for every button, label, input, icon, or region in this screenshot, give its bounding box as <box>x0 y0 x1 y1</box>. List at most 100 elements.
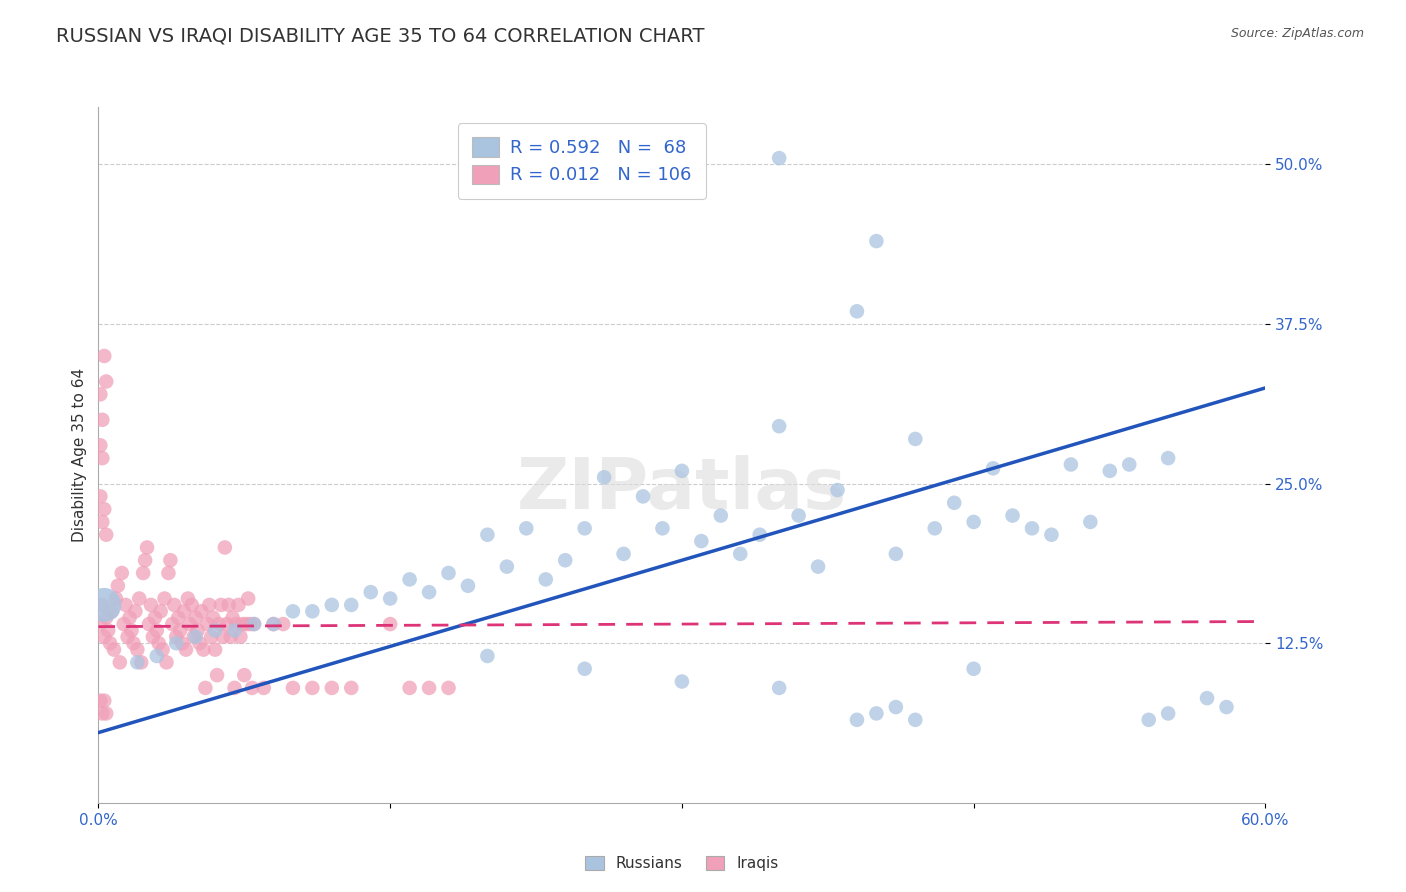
Point <box>121 624 143 638</box>
Point <box>846 713 869 727</box>
Point <box>710 508 733 523</box>
Point <box>122 636 145 650</box>
Point <box>174 642 197 657</box>
Point <box>1157 451 1180 466</box>
Point <box>574 521 596 535</box>
Point <box>281 604 304 618</box>
Point <box>188 636 211 650</box>
Point <box>321 681 343 695</box>
Point <box>103 642 125 657</box>
Point <box>153 591 176 606</box>
Point <box>136 541 159 555</box>
Legend: Russians, Iraqis: Russians, Iraqis <box>578 848 786 879</box>
Point <box>262 617 284 632</box>
Point <box>159 553 181 567</box>
Point <box>218 598 240 612</box>
Point <box>89 617 111 632</box>
Point <box>1098 464 1121 478</box>
Point <box>134 553 156 567</box>
Point <box>631 490 654 504</box>
Point <box>554 553 576 567</box>
Point <box>177 591 200 606</box>
Point <box>1060 458 1083 472</box>
Point <box>1137 713 1160 727</box>
Point <box>301 681 323 695</box>
Point <box>184 630 207 644</box>
Point <box>124 604 146 618</box>
Point <box>127 656 149 670</box>
Point <box>107 579 129 593</box>
Point <box>98 636 121 650</box>
Point <box>224 681 246 695</box>
Point <box>243 617 266 632</box>
Point <box>138 617 160 632</box>
Point <box>340 681 363 695</box>
Point <box>202 610 225 624</box>
Point <box>1040 527 1063 541</box>
Point <box>165 630 187 644</box>
Point <box>981 461 1004 475</box>
Point <box>228 598 250 612</box>
Point <box>253 681 276 695</box>
Point <box>884 700 907 714</box>
Point <box>418 681 440 695</box>
Point <box>163 598 186 612</box>
Point <box>111 566 134 580</box>
Text: ZIPatlas: ZIPatlas <box>517 455 846 524</box>
Point <box>962 515 984 529</box>
Point <box>437 681 460 695</box>
Point <box>146 648 169 663</box>
Point <box>398 573 420 587</box>
Point <box>768 419 790 434</box>
Point <box>437 566 460 580</box>
Point <box>593 470 616 484</box>
Point <box>360 585 382 599</box>
Point <box>221 610 243 624</box>
Point <box>169 624 191 638</box>
Text: Source: ZipAtlas.com: Source: ZipAtlas.com <box>1230 27 1364 40</box>
Point <box>143 610 166 624</box>
Point <box>97 624 120 638</box>
Point <box>457 579 479 593</box>
Point <box>128 591 150 606</box>
Point <box>93 598 115 612</box>
Point <box>208 617 231 632</box>
Point <box>924 521 946 535</box>
Point <box>846 304 869 318</box>
Point <box>651 521 673 535</box>
Point <box>301 604 323 618</box>
Point <box>235 617 257 632</box>
Point <box>200 630 222 644</box>
Point <box>231 617 253 632</box>
Point <box>515 521 537 535</box>
Point <box>184 610 207 624</box>
Point <box>240 681 263 695</box>
Point <box>146 624 169 638</box>
Point <box>93 502 115 516</box>
Point <box>477 527 499 541</box>
Point <box>155 656 177 670</box>
Point <box>238 591 260 606</box>
Point <box>193 642 215 657</box>
Point <box>884 547 907 561</box>
Point <box>114 598 136 612</box>
Point <box>943 496 966 510</box>
Point <box>233 668 256 682</box>
Point <box>321 598 343 612</box>
Point <box>574 662 596 676</box>
Point <box>91 515 114 529</box>
Point <box>108 656 131 670</box>
Text: RUSSIAN VS IRAQI DISABILITY AGE 35 TO 64 CORRELATION CHART: RUSSIAN VS IRAQI DISABILITY AGE 35 TO 64… <box>56 27 704 45</box>
Point <box>198 598 221 612</box>
Point <box>730 547 752 561</box>
Point <box>89 438 111 452</box>
Y-axis label: Disability Age 35 to 64: Disability Age 35 to 64 <box>72 368 87 542</box>
Point <box>89 387 111 401</box>
Point <box>865 234 887 248</box>
Point <box>225 617 247 632</box>
Point <box>117 630 139 644</box>
Point <box>215 617 238 632</box>
Point <box>195 617 218 632</box>
Point <box>768 681 790 695</box>
Point <box>281 681 304 695</box>
